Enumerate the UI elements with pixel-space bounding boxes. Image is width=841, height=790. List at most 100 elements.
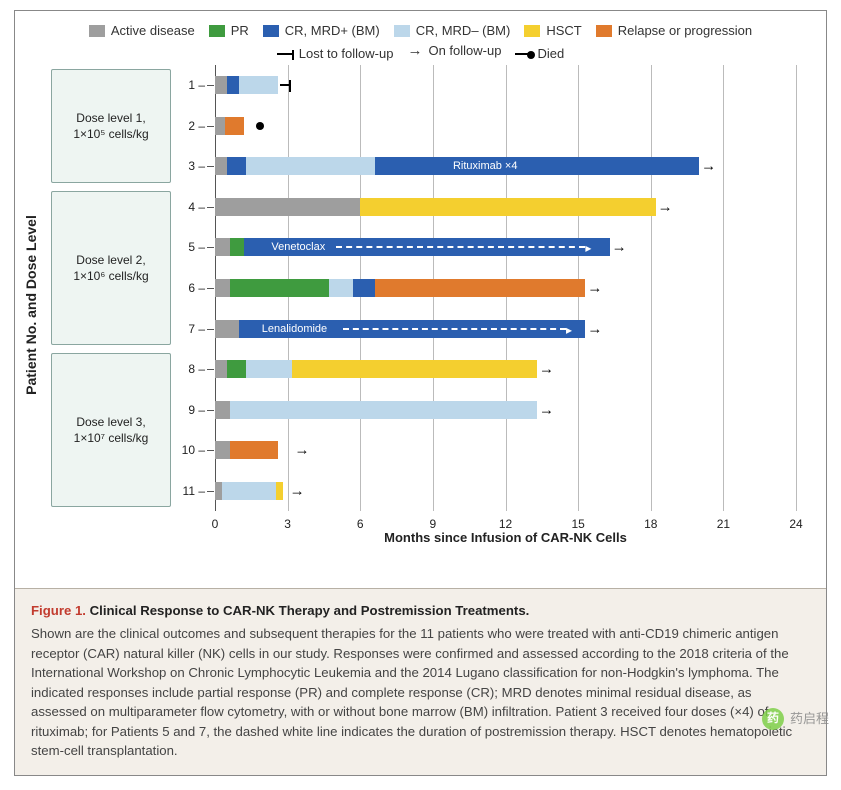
segment-active <box>215 320 239 338</box>
segment-cr_mrd_neg <box>239 76 278 94</box>
segment-pr <box>230 238 245 256</box>
legend-swatch <box>209 25 225 37</box>
legend-item: Lost to follow-up <box>277 46 394 61</box>
legend-label: Relapse or progression <box>618 23 752 38</box>
watermark: 药 药启程 <box>762 708 829 730</box>
segment-active <box>215 238 230 256</box>
patient-number: 4 – <box>177 200 205 214</box>
segment-active <box>215 441 230 459</box>
legend-label: PR <box>231 23 249 38</box>
x-tick-label: 15 <box>571 517 584 531</box>
patient-number: 5 – <box>177 240 205 254</box>
patient-row: 10 – <box>215 434 796 466</box>
dose-group-labels: Dose level 1, 1×10⁵ cells/kg Dose level 2,… <box>51 65 171 545</box>
legend-label: On follow-up <box>428 43 501 58</box>
legend-label: Lost to follow-up <box>299 46 394 61</box>
x-tick-label: 0 <box>212 517 219 531</box>
end-marker-arrow <box>612 239 627 256</box>
y-tick <box>207 288 214 289</box>
segment-relapse <box>225 117 244 135</box>
group-label-line2: 1×10⁵ cells/kg <box>73 127 148 141</box>
patient-number: 11 – <box>177 484 205 498</box>
dose-group-box: Dose level 3,1×10⁷ cells/kg <box>51 353 171 507</box>
y-tick <box>207 207 214 208</box>
y-tick <box>207 166 214 167</box>
end-marker-arrow <box>294 442 309 459</box>
segment-cr_mrd_neg <box>246 360 292 378</box>
patient-row: 4 – <box>215 191 796 223</box>
patient-number: 1 – <box>177 78 205 92</box>
patient-row: 3 –Rituximab ×4 <box>215 150 796 182</box>
plot: Patient No. and Dose Level Dose level 1,… <box>37 65 804 545</box>
patient-number: 6 – <box>177 281 205 295</box>
segment-active <box>215 157 227 175</box>
group-label-line1: Dose level 1, <box>76 111 145 125</box>
y-tick <box>207 247 214 248</box>
legend-item: Active disease <box>89 23 195 38</box>
patient-row: 8 – <box>215 353 796 385</box>
segment-pr <box>230 279 329 297</box>
patient-row: 5 –Venetoclax▸ <box>215 231 796 263</box>
segment-cr_mrd_pos <box>375 157 699 175</box>
legend-marker <box>515 53 531 55</box>
y-tick <box>207 126 214 127</box>
patient-row: 6 – <box>215 272 796 304</box>
legend-swatch <box>394 25 410 37</box>
caption-title: Clinical Response to CAR-NK Therapy and … <box>86 603 529 618</box>
end-marker-arrow <box>290 482 305 499</box>
end-marker-arrow <box>658 198 673 215</box>
x-axis-label: Months since Infusion of CAR-NK Cells <box>215 530 796 545</box>
x-tick-label: 24 <box>789 517 802 531</box>
plot-area: 036912151821241 –2 –3 –Rituximab ×44 –5 … <box>215 65 796 511</box>
y-tick <box>207 410 214 411</box>
segment-hsct <box>292 360 537 378</box>
legend-swatch <box>89 25 105 37</box>
legend-marker <box>277 53 293 55</box>
caption-body: Shown are the clinical outcomes and subs… <box>31 626 792 758</box>
legend-item: CR, MRD– (BM) <box>394 23 511 38</box>
figure-border: Active disease PR CR, MRD+ (BM) CR, MRD– (B… <box>14 10 827 776</box>
legend-item: PR <box>209 23 249 38</box>
segment-hsct <box>276 482 283 500</box>
x-tick-label: 9 <box>430 517 437 531</box>
segment-active <box>215 117 225 135</box>
y-tick <box>207 329 214 330</box>
dose-group-box: Dose level 2, 1×10⁶ cells/kg <box>51 191 171 345</box>
watermark-icon: 药 <box>762 708 784 730</box>
segment-active <box>215 198 360 216</box>
segment-relapse <box>230 441 278 459</box>
patient-row: 2 – <box>215 110 796 142</box>
legend-swatch <box>524 25 540 37</box>
figure-panel: Active disease PR CR, MRD+ (BM) CR, MRD– (B… <box>0 0 841 790</box>
end-marker-arrow <box>587 280 602 297</box>
segment-cr_mrd_pos <box>227 157 246 175</box>
segment-active <box>215 279 230 297</box>
patient-number: 9 – <box>177 403 205 417</box>
segment-active <box>215 401 230 419</box>
segment-cr_mrd_neg <box>230 401 537 419</box>
y-tick <box>207 491 214 492</box>
patient-number: 10 – <box>177 443 205 457</box>
patient-number: 8 – <box>177 362 205 376</box>
group-label-line1: Dose level 2, <box>76 253 145 267</box>
y-axis-label: Patient No. and Dose Level <box>23 215 39 395</box>
y-tick <box>207 450 214 451</box>
x-tick-label: 3 <box>284 517 291 531</box>
legend-row-colors: Active disease PR CR, MRD+ (BM) CR, MRD– (B… <box>37 23 804 40</box>
segment-relapse <box>375 279 586 297</box>
end-marker-cap <box>280 84 290 86</box>
patient-row: 11 – <box>215 475 796 507</box>
legend-label: Died <box>537 46 564 61</box>
group-label-line2: 1×10⁶ cells/kg <box>73 269 148 283</box>
end-marker-arrow <box>701 158 716 175</box>
segment-active <box>215 360 227 378</box>
end-marker-arrow <box>587 320 602 337</box>
segment-cr_mrd_pos <box>353 279 375 297</box>
y-tick <box>207 85 214 86</box>
watermark-label: 药启程 <box>790 709 829 728</box>
caption-figure-label: Figure 1. <box>31 603 86 618</box>
legend-item: CR, MRD+ (BM) <box>263 23 380 38</box>
x-tick-label: 18 <box>644 517 657 531</box>
patient-number: 7 – <box>177 322 205 336</box>
figure-caption: Figure 1. Clinical Response to CAR-NK Th… <box>15 588 826 775</box>
